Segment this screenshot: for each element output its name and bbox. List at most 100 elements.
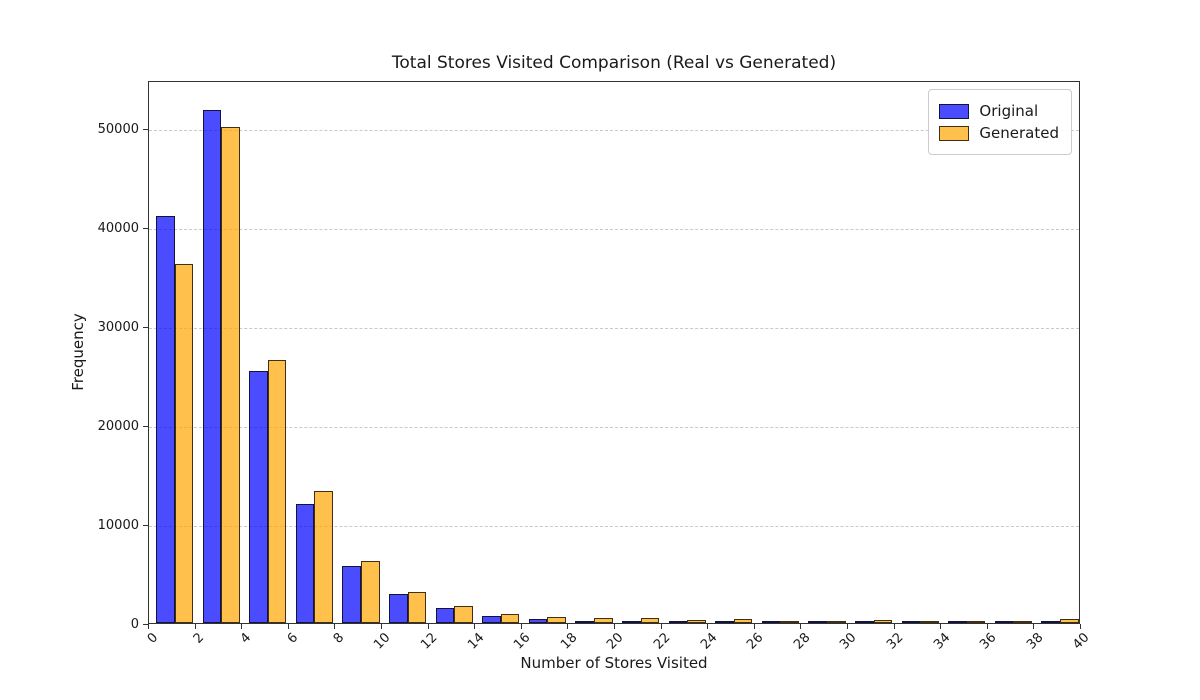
x-tick-mark-22 [660, 624, 662, 629]
bar-original-bin-6 [295, 504, 315, 623]
bar-generated-bin-12 [454, 606, 473, 623]
bar-generated-bin-26 [780, 620, 800, 623]
bar-original-bin-28 [808, 621, 827, 623]
bar-generated-bin-14 [500, 614, 520, 623]
bar-original-bin-20 [621, 621, 641, 623]
bar-original-bin-8 [342, 565, 361, 623]
x-tick-label-34: 34 [930, 630, 954, 653]
x-tick-mark-26 [753, 624, 755, 629]
bar-generated-bin-34 [966, 621, 986, 623]
bar-generated-bin-4 [267, 359, 287, 623]
x-tick-mark-6 [287, 624, 289, 629]
x-tick-label-6: 6 [284, 630, 301, 647]
x-tick-label-12: 12 [418, 630, 441, 653]
bar-original-bin-32 [901, 621, 921, 623]
bar-original-bin-14 [482, 616, 501, 623]
legend-swatch-generated [939, 125, 970, 141]
x-tick-label-40: 40 [1070, 630, 1093, 653]
x-tick-mark-18 [567, 624, 569, 629]
bar-generated-bin-32 [920, 621, 939, 623]
x-tick-label-36: 36 [977, 630, 1000, 653]
x-tick-label-22: 22 [651, 630, 674, 653]
y-tick-label-0: 0 [130, 617, 139, 632]
bar-generated-bin-16 [547, 617, 567, 623]
gridline-y-50000 [149, 130, 1079, 132]
x-tick-label-24: 24 [697, 630, 721, 653]
y-tick-label-10000: 10000 [97, 518, 139, 534]
bar-generated-bin-36 [1013, 620, 1033, 623]
x-tick-mark-38 [1033, 624, 1035, 629]
legend-entry-generated: Generated [939, 124, 1059, 142]
x-tick-label-16: 16 [511, 630, 534, 653]
bar-original-bin-4 [249, 370, 268, 623]
x-tick-mark-14 [474, 624, 476, 629]
gridline-y-40000 [149, 229, 1079, 231]
x-tick-label-4: 4 [237, 630, 255, 647]
bar-generated-bin-24 [733, 618, 753, 623]
x-tick-label-20: 20 [604, 630, 627, 653]
bar-original-bin-10 [388, 593, 408, 623]
x-tick-mark-36 [986, 624, 988, 629]
x-tick-label-28: 28 [790, 630, 814, 653]
x-tick-mark-16 [520, 624, 522, 629]
bar-generated-bin-18 [594, 617, 613, 623]
bar-original-bin-38 [1041, 621, 1060, 623]
x-tick-label-30: 30 [837, 630, 860, 653]
gridline-y-10000 [149, 526, 1079, 528]
y-tick-mark-10000 [143, 525, 148, 527]
x-tick-mark-0 [148, 624, 149, 629]
x-tick-label-14: 14 [464, 630, 488, 653]
bar-generated-bin-30 [873, 620, 893, 623]
bar-generated-bin-20 [640, 618, 660, 623]
y-tick-mark-50000 [143, 129, 148, 131]
y-tick-mark-0 [143, 624, 148, 625]
legend-entry-original: Original [939, 102, 1059, 120]
x-tick-label-0: 0 [144, 630, 161, 647]
y-tick-mark-40000 [143, 228, 148, 230]
x-tick-label-32: 32 [884, 630, 907, 653]
legend-label-original: Original [979, 102, 1039, 120]
x-axis-label: Number of Stores Visited [520, 654, 708, 672]
x-tick-label-26: 26 [744, 630, 767, 653]
y-tick-mark-20000 [143, 426, 148, 428]
x-tick-mark-28 [800, 624, 802, 629]
x-tick-mark-12 [427, 624, 429, 629]
bar-original-bin-18 [575, 620, 594, 623]
bar-generated-bin-10 [407, 591, 427, 623]
x-tick-label-8: 8 [330, 630, 348, 647]
bar-original-bin-36 [994, 621, 1014, 623]
bar-original-bin-0 [155, 215, 175, 623]
x-tick-label-18: 18 [557, 630, 581, 653]
x-tick-mark-2 [194, 624, 196, 629]
y-tick-label-40000: 40000 [97, 221, 139, 237]
bar-original-bin-16 [528, 619, 548, 623]
x-tick-mark-4 [241, 624, 243, 629]
bar-original-bin-2 [202, 109, 222, 623]
bar-original-bin-30 [854, 621, 874, 623]
legend: Original Generated [928, 89, 1072, 155]
y-tick-label-50000: 50000 [97, 122, 139, 138]
bar-generated-bin-6 [314, 491, 334, 623]
x-tick-label-38: 38 [1023, 630, 1047, 653]
bar-generated-bin-22 [687, 619, 706, 623]
y-tick-label-20000: 20000 [97, 419, 139, 435]
bar-generated-bin-8 [361, 560, 380, 623]
legend-label-generated: Generated [979, 124, 1059, 142]
x-tick-mark-30 [847, 624, 848, 629]
y-tick-label-30000: 30000 [97, 320, 139, 336]
x-tick-mark-24 [707, 624, 709, 629]
x-tick-mark-8 [334, 624, 336, 629]
bar-generated-bin-38 [1060, 619, 1079, 623]
bar-original-bin-12 [435, 608, 455, 623]
chart-title: Total Stores Visited Comparison (Real vs… [391, 53, 837, 73]
bar-original-bin-24 [715, 621, 734, 623]
bar-generated-bin-2 [221, 126, 240, 623]
bar-generated-bin-0 [174, 263, 194, 623]
x-tick-label-10: 10 [371, 630, 394, 653]
x-tick-mark-40 [1080, 624, 1081, 629]
legend-swatch-original [939, 103, 970, 119]
x-tick-mark-20 [614, 624, 615, 629]
x-tick-label-2: 2 [191, 630, 208, 647]
gridline-y-20000 [149, 427, 1079, 429]
